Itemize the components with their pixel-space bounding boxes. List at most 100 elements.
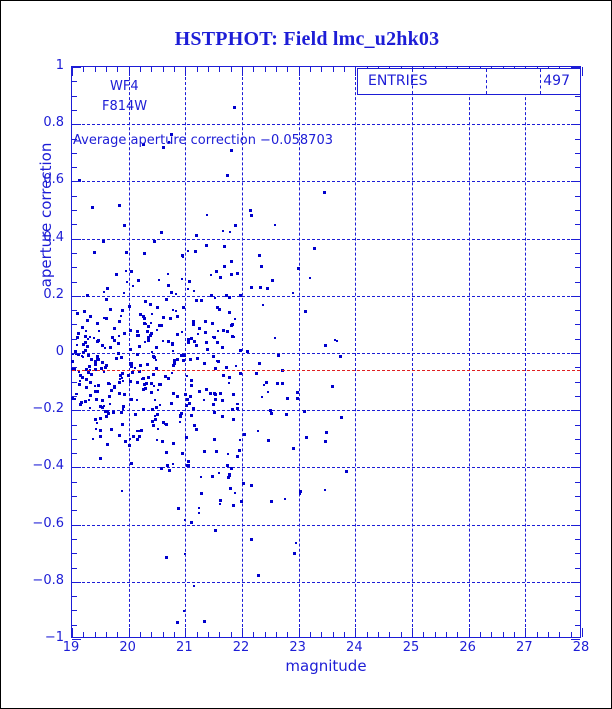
axis-tick: [208, 632, 209, 637]
axis-tick: [575, 167, 580, 169]
data-point: [116, 352, 120, 356]
data-point: [145, 330, 149, 334]
data-point: [75, 336, 79, 340]
axis-tick: [366, 632, 368, 637]
data-point: [118, 203, 122, 207]
data-point: [152, 384, 155, 387]
data-point: [129, 438, 132, 441]
data-point: [82, 342, 86, 346]
axis-tick: [525, 67, 527, 76]
entries-divider: [540, 69, 541, 94]
data-point: [109, 382, 112, 385]
data-point: [266, 391, 269, 394]
axis-tick: [196, 632, 198, 637]
data-point: [77, 371, 80, 374]
data-point: [189, 384, 193, 388]
data-point: [145, 382, 149, 386]
gridline-horizontal: [72, 124, 580, 126]
data-point: [89, 368, 92, 371]
data-point: [183, 553, 186, 556]
data-point: [194, 298, 198, 302]
data-point: [228, 472, 232, 476]
data-point: [79, 400, 83, 404]
data-point: [214, 366, 218, 370]
axis-tick: [264, 632, 266, 637]
data-point: [102, 370, 105, 373]
data-point: [219, 275, 223, 279]
axis-tick: [575, 624, 580, 626]
data-point: [235, 402, 238, 405]
axis-tick: [575, 152, 580, 154]
data-point: [229, 231, 232, 234]
tick-marks-layer: [72, 67, 583, 640]
axis-tick: [378, 632, 379, 637]
axis-tick: [72, 81, 77, 83]
gridline-vertical: [298, 67, 300, 637]
data-point: [176, 395, 180, 399]
data-point: [86, 294, 90, 298]
data-point: [175, 314, 179, 318]
data-point: [225, 173, 229, 177]
data-point: [75, 353, 78, 356]
y-tick-label: 1: [55, 58, 64, 73]
data-point: [120, 371, 124, 375]
data-point: [166, 284, 170, 288]
data-point: [211, 355, 215, 359]
axis-tick: [208, 67, 209, 72]
data-point: [85, 378, 89, 382]
data-point: [113, 326, 117, 330]
data-point: [198, 511, 200, 514]
data-point: [182, 306, 186, 310]
data-point: [101, 361, 105, 364]
data-point: [202, 450, 206, 454]
data-point: [84, 386, 88, 390]
data-point: [154, 406, 158, 410]
data-point: [227, 453, 230, 456]
data-point: [100, 405, 104, 409]
data-point: [104, 347, 107, 350]
data-point: [93, 251, 97, 255]
data-point: [144, 299, 148, 303]
data-point: [236, 272, 240, 276]
data-point: [181, 255, 184, 258]
data-point: [90, 205, 94, 209]
axis-tick: [83, 67, 85, 72]
x-axis-title: magnitude: [285, 657, 367, 675]
axis-tick: [162, 67, 164, 72]
data-point: [95, 354, 99, 358]
data-point: [265, 381, 269, 385]
data-point: [98, 417, 102, 421]
data-point: [170, 132, 174, 136]
data-point: [98, 329, 101, 332]
axis-tick: [575, 424, 580, 426]
data-point: [118, 374, 122, 378]
data-point: [165, 423, 169, 427]
data-point: [106, 410, 110, 414]
data-point: [178, 421, 181, 424]
data-point: [160, 440, 164, 444]
data-point: [87, 365, 91, 369]
axis-tick: [276, 67, 277, 72]
data-point: [243, 433, 247, 437]
axis-tick: [575, 195, 580, 197]
data-point: [286, 397, 290, 401]
axis-tick: [491, 67, 493, 72]
detector-label: WF4: [110, 79, 139, 94]
data-point: [159, 230, 163, 234]
data-point: [196, 332, 199, 335]
data-point: [108, 307, 112, 311]
data-point: [270, 500, 274, 504]
data-point: [218, 308, 222, 312]
data-point: [120, 376, 123, 379]
data-point: [269, 411, 273, 415]
data-point: [254, 372, 258, 375]
data-point: [74, 397, 77, 400]
axis-tick: [230, 67, 232, 72]
axis-tick: [72, 510, 77, 512]
data-point: [200, 298, 204, 302]
axis-tick: [575, 395, 580, 397]
data-point: [204, 388, 208, 392]
data-point: [179, 412, 183, 416]
axis-tick: [536, 67, 538, 72]
